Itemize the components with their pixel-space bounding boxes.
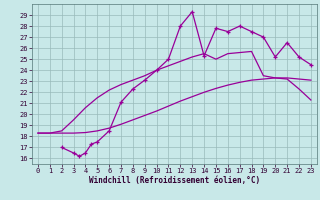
X-axis label: Windchill (Refroidissement éolien,°C): Windchill (Refroidissement éolien,°C): [89, 176, 260, 185]
